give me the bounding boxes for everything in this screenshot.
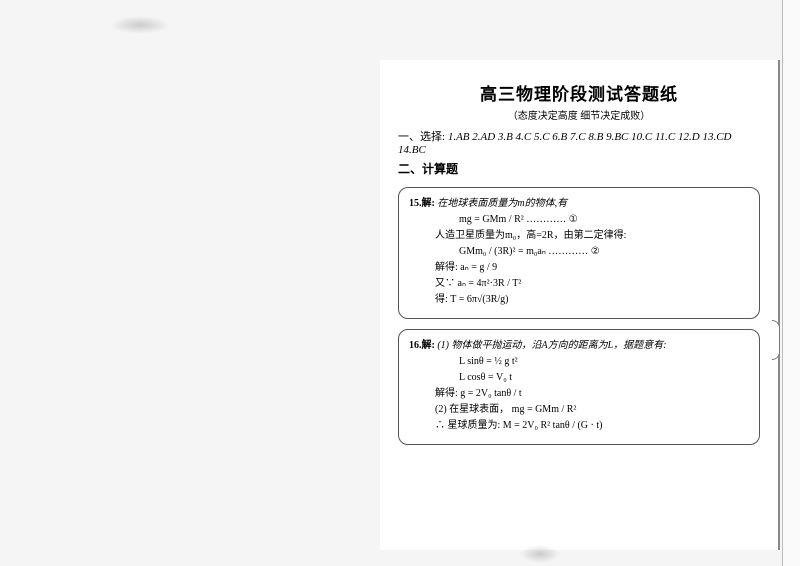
binding-tab — [772, 320, 780, 360]
q16-line0: (1) 物体做平抛运动，沿A方向的距离为L，据题意有: — [437, 340, 666, 351]
q15-line4: 解得: aₙ = g / 9 — [435, 260, 749, 276]
q15-label: 15.解: — [409, 198, 435, 209]
section-1-answers: 1.AB 2.AD 3.B 4.C 5.C 6.B 7.C 8.B 9.BC 1… — [398, 131, 731, 156]
q15-line5: 又∵ aₙ = 4π²·3R / T² — [435, 276, 749, 292]
scan-smudge — [520, 545, 560, 563]
q15-line3: GMm₀ / (3R)² = m₀aₙ ………… ② — [459, 244, 749, 260]
page-subtitle: （态度决定高度 细节决定成败） — [398, 107, 760, 122]
q15-line1: mg = GMm / R² ………… ① — [459, 212, 749, 228]
question-15-box: 15.解: 在地球表面质量为m的物体,有 mg = GMm / R² ………… … — [398, 187, 760, 319]
q16-label: 16.解: — [409, 340, 435, 351]
page-title: 高三物理阶段测试答题纸 — [398, 80, 760, 105]
q16-line5: ∴ 星球质量为: M = 2V₀ R² tanθ / (G · t) — [435, 418, 749, 434]
q16-line2: L cosθ = V₀ t — [459, 370, 749, 386]
q15-line2: 人造卫星质量为m₀，高=2R，由第二定律得: — [435, 228, 749, 244]
q15-row: 15.解: 在地球表面质量为m的物体,有 — [409, 196, 749, 212]
q16-line3: 解得: g = 2V₀ tanθ / t — [435, 386, 749, 402]
answer-sheet-page: 高三物理阶段测试答题纸 （态度决定高度 细节决定成败） 一、选择: 1.AB 2… — [380, 60, 780, 550]
q16-line4: (2) 在星球表面， mg = GMm / R² — [435, 402, 749, 418]
scan-smudge — [110, 16, 170, 34]
q16-row: 16.解: (1) 物体做平抛运动，沿A方向的距离为L，据题意有: — [409, 338, 749, 354]
q16-line1: L sinθ = ½ g t² — [459, 354, 749, 370]
section-2-label: 二、计算题 — [398, 160, 760, 177]
question-16-box: 16.解: (1) 物体做平抛运动，沿A方向的距离为L，据题意有: L sinθ… — [398, 329, 760, 445]
q15-line6: 得: T = 6π√(3R/g) — [435, 292, 749, 308]
section-1-multiple-choice: 一、选择: 1.AB 2.AD 3.B 4.C 5.C 6.B 7.C 8.B … — [398, 128, 760, 156]
q15-line0: 在地球表面质量为m的物体,有 — [437, 198, 567, 209]
page-margin-column — [782, 0, 800, 566]
section-1-label: 一、选择: — [398, 131, 445, 143]
